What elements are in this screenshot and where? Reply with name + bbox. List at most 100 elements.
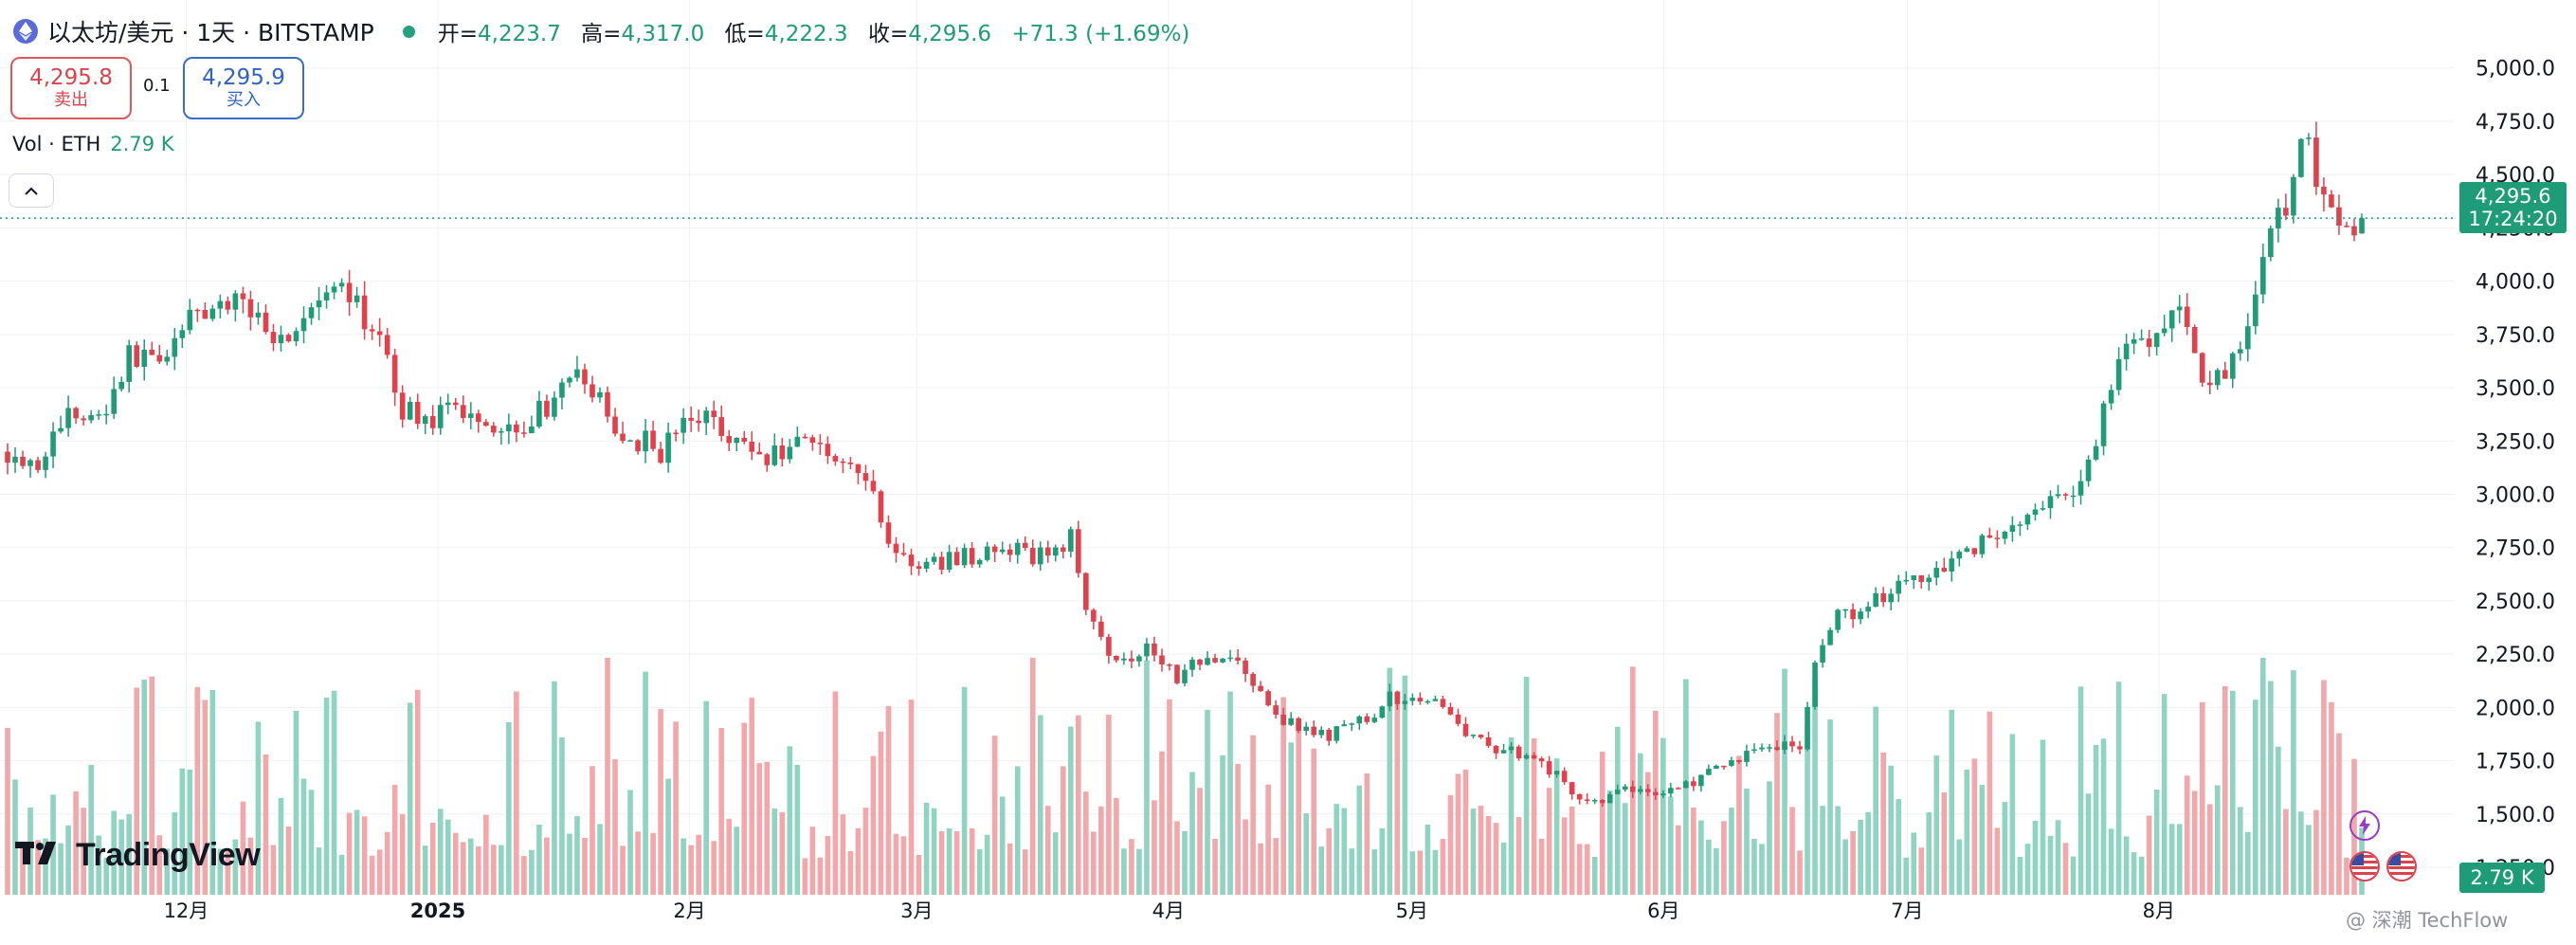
volume-bar [1394, 697, 1401, 895]
candle [1744, 744, 1750, 767]
volume-bar [1174, 821, 1180, 895]
candle [1060, 544, 1066, 559]
us-flag-icon[interactable] [2349, 851, 2380, 881]
candle-body [1052, 547, 1059, 556]
candle-body [391, 354, 398, 393]
candle-body [1364, 716, 1370, 722]
volume-bar [1888, 765, 1895, 895]
candle [414, 393, 421, 429]
volume-bar [1182, 830, 1188, 895]
candle [1197, 658, 1203, 670]
buy-button[interactable]: 4,295.9 买入 [183, 57, 304, 119]
volume-bar [65, 825, 71, 895]
volume-bar [422, 845, 428, 895]
candle-body [1197, 659, 1203, 665]
candle [1812, 660, 1818, 710]
volume-bar [961, 686, 968, 895]
candle [1637, 785, 1643, 795]
candle-body [938, 556, 945, 571]
candle-body [2040, 508, 2046, 510]
volume-bar [369, 855, 375, 895]
candle-body [475, 413, 481, 423]
volume-bar [809, 827, 816, 895]
candle-body [802, 436, 808, 439]
volume-bar [338, 854, 345, 895]
candle [1273, 700, 1279, 719]
volume-bar [1569, 806, 1575, 895]
candle [391, 349, 398, 407]
tradingview-logo[interactable]: TradingView [15, 836, 261, 874]
collapse-legend-button[interactable] [9, 173, 54, 208]
volume-bar [680, 838, 686, 895]
volume-bar [376, 849, 383, 895]
volume-bar [1379, 827, 1386, 895]
candle-body [111, 389, 117, 414]
candle-body [1515, 746, 1522, 759]
candle [1835, 609, 1841, 633]
volume-bar [149, 676, 155, 895]
volume-bar [27, 808, 33, 895]
candle [825, 436, 831, 464]
candle [1462, 717, 1469, 737]
candle-body [726, 436, 733, 444]
price-axis[interactable]: 5,000.04,750.04,500.04,250.04,000.03,750… [2476, 58, 2555, 881]
candle-body [2359, 218, 2365, 234]
candle [680, 408, 686, 445]
candle-body [1591, 800, 1598, 802]
candle [1903, 571, 1910, 585]
candle-body [1964, 548, 1970, 553]
candle [2161, 315, 2168, 336]
candle-body [885, 522, 892, 544]
volume-bar [734, 827, 740, 895]
y-tick-label: 2,000.0 [2476, 697, 2555, 720]
candle [407, 396, 413, 421]
candle [703, 407, 709, 436]
candle-body [1903, 579, 1910, 582]
candle [1553, 770, 1560, 778]
candle-body [1076, 529, 1081, 573]
sell-button[interactable]: 4,295.8 卖出 [10, 57, 132, 119]
candle [2253, 281, 2259, 335]
candle-body [969, 548, 975, 565]
volume-bar [1637, 753, 1643, 895]
candle-body [2306, 137, 2312, 139]
candle-body [984, 546, 990, 560]
volume-bar [247, 837, 254, 895]
us-flag-icon[interactable] [2386, 851, 2417, 881]
candle-body [1258, 685, 1263, 692]
volume-bar [2344, 857, 2349, 895]
candle-body [2344, 226, 2349, 227]
candle-body [1136, 656, 1142, 662]
candle [529, 415, 535, 434]
volume-bar [2002, 802, 2008, 895]
candle [2002, 530, 2008, 545]
candle-body [1159, 655, 1165, 665]
candle-body [1402, 700, 1408, 704]
candle [1584, 793, 1590, 805]
volume-bar [741, 722, 748, 895]
candle-body [1729, 760, 1734, 766]
volume-bar [1205, 709, 1210, 895]
candle-body [1212, 658, 1218, 663]
volume-bar [643, 671, 648, 895]
candle [779, 438, 786, 467]
volume-bar [627, 790, 633, 895]
time-axis[interactable]: 12月 2025 2月 3月 4月 5月 6月 7月 8月 [164, 900, 2175, 922]
candle [1691, 776, 1696, 791]
candle [1478, 734, 1484, 739]
candle-body [1865, 607, 1871, 612]
volume-bar [2168, 824, 2175, 895]
candle [1858, 608, 1863, 625]
candle [1022, 536, 1028, 552]
candle-body [2184, 306, 2190, 327]
candle [1144, 637, 1150, 662]
lightning-icon[interactable] [2349, 810, 2380, 841]
candle [422, 413, 428, 435]
candle-body [832, 456, 839, 462]
candle [2344, 221, 2349, 227]
candle-body [794, 436, 801, 447]
volume-bar [521, 856, 527, 895]
y-tick-label: 5,000.0 [2476, 58, 2555, 82]
symbol-title[interactable]: 以太坊/美元 · 1天 · BITSTAMP [47, 19, 374, 46]
